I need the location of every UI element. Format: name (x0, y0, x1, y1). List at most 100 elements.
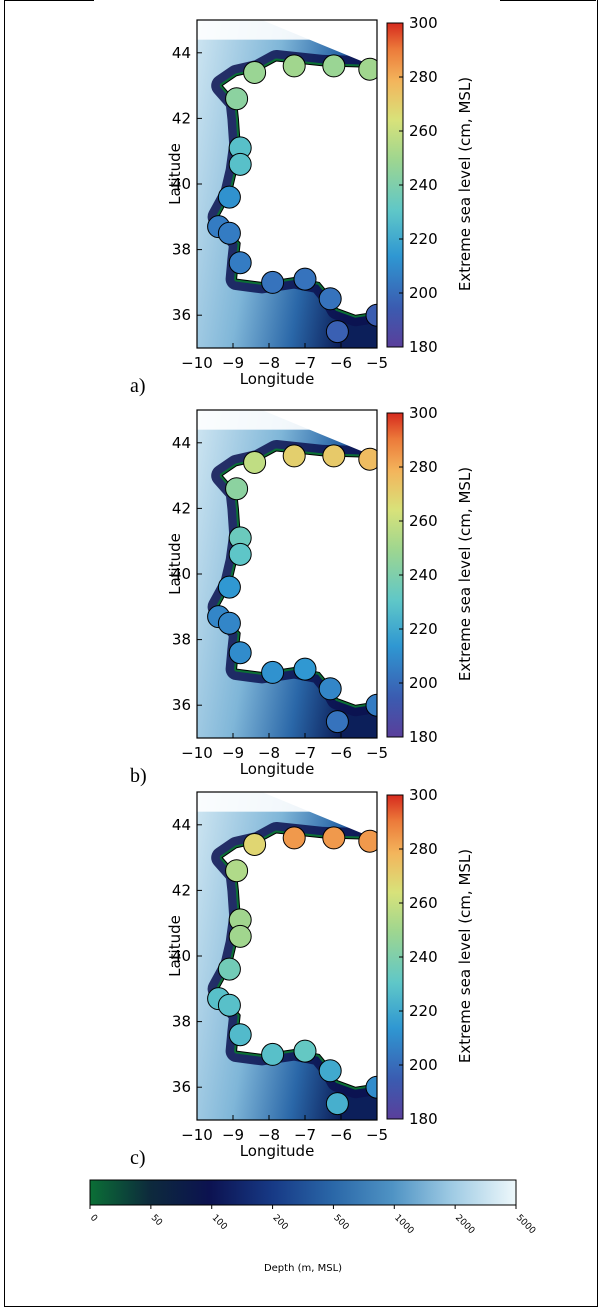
y-tick-label: 38 (172, 631, 191, 649)
x-tick-label: −6 (330, 354, 352, 372)
colorbar-tick-label: 220 (409, 620, 438, 638)
x-tick-label: −6 (330, 1126, 352, 1144)
station-marker (228, 542, 252, 566)
x-tick-label: −7 (294, 1126, 316, 1144)
station-marker (322, 444, 346, 468)
colorbar-tick-label: 200 (409, 284, 438, 302)
station-marker (228, 251, 252, 275)
colorbar-tick-label: 260 (409, 512, 438, 530)
colorbar-tick-label: 280 (409, 840, 438, 858)
y-axis-label: Latitude (166, 533, 184, 595)
colorbar-tick-label: 280 (409, 458, 438, 476)
y-tick-label: 40 (172, 947, 191, 965)
colorbar-tick-label: 240 (409, 948, 438, 966)
x-tick-label: −5 (366, 744, 388, 762)
colorbar-tick-label: 260 (409, 122, 438, 140)
y-tick-label: 40 (172, 175, 191, 193)
colorbar-tick-label: 220 (409, 1002, 438, 1020)
y-tick-label: 36 (172, 306, 191, 324)
depth-tick-label: 0 (88, 1213, 99, 1224)
station-marker (282, 54, 306, 78)
station-marker (293, 267, 317, 291)
station-marker (325, 1092, 349, 1116)
colorbar-label: Extreme sea level (cm, MSL) (456, 467, 474, 681)
y-tick-label: 40 (172, 565, 191, 583)
colorbar-label: Extreme sea level (cm, MSL) (456, 77, 474, 291)
colorbar-tick-label: 180 (409, 728, 438, 746)
station-marker (217, 993, 241, 1017)
station-marker (358, 829, 377, 853)
frame-top-edge-left (4, 0, 94, 1)
station-marker (318, 677, 342, 701)
x-tick-label: −6 (330, 744, 352, 762)
station-marker (282, 444, 306, 468)
station-marker (358, 447, 377, 471)
station-marker (243, 832, 267, 856)
station-marker (225, 87, 249, 111)
panel-letter: b) (130, 765, 147, 787)
colorbar-tick-label: 280 (409, 68, 438, 86)
depth-tick-label: 100 (210, 1213, 229, 1232)
station-marker (358, 57, 377, 81)
station-marker (293, 657, 317, 681)
land-north (197, 20, 377, 40)
colorbar-tick-label: 220 (409, 230, 438, 248)
colorbar-tick-label: 200 (409, 1056, 438, 1074)
depth-tick-label: 1000 (392, 1213, 415, 1236)
land-north (197, 792, 377, 812)
depth-map (197, 792, 377, 1120)
panel-3: −10 −9 −8 −7 −6 −5 Longitude 36 38 40 42 44 Latitude… (130, 786, 474, 1169)
station-marker (318, 287, 342, 311)
station-marker (322, 826, 346, 850)
x-tick-label: −9 (222, 1126, 244, 1144)
colorbar-tick-label: 300 (409, 14, 438, 32)
station-marker (225, 477, 249, 501)
station-marker (228, 924, 252, 948)
panel-letter: c) (130, 1147, 146, 1169)
station-marker (325, 710, 349, 734)
x-tick-label: −10 (181, 1126, 213, 1144)
station-marker (365, 303, 377, 327)
colorbar-tick-label: 240 (409, 566, 438, 584)
y-tick-label: 38 (172, 241, 191, 259)
land-north (197, 410, 377, 430)
depth-colorbar-label: Depth (m, MSL) (264, 1263, 342, 1274)
depth-tick-label: 50 (149, 1213, 164, 1228)
x-tick-label: −9 (222, 354, 244, 372)
colorbar-tick-label: 180 (409, 338, 438, 356)
land (218, 20, 377, 316)
x-tick-label: −7 (294, 744, 316, 762)
station-marker (365, 1075, 377, 1099)
station-marker (261, 1042, 285, 1066)
depth-colorbar: 0 50 100 200 500 1000 2000 5000 Depth (m, MSL) (88, 1179, 537, 1274)
depth-tick-label: 500 (331, 1213, 350, 1232)
land (218, 792, 377, 1088)
y-axis-label: Latitude (166, 915, 184, 977)
land (218, 410, 377, 706)
x-tick-label: −8 (258, 354, 280, 372)
x-tick-label: −8 (258, 1126, 280, 1144)
station-marker (282, 826, 306, 850)
panel-2: −10 −9 −8 −7 −6 −5 Longitude 36 38 40 42 44 Latitude… (130, 404, 474, 787)
x-axis-label: Longitude (240, 370, 315, 388)
y-tick-label: 42 (172, 881, 191, 899)
y-tick-label: 44 (172, 44, 191, 62)
x-axis-label: Longitude (240, 1142, 315, 1160)
x-tick-label: −5 (366, 354, 388, 372)
station-marker (228, 1023, 252, 1047)
station-marker (217, 957, 241, 981)
colorbar-tick-label: 300 (409, 786, 438, 804)
colorbar-tick-label: 300 (409, 404, 438, 422)
x-tick-label: −10 (181, 354, 213, 372)
station-marker (217, 575, 241, 599)
depth-map (197, 20, 377, 348)
station-marker (217, 185, 241, 209)
x-tick-label: −8 (258, 744, 280, 762)
y-tick-label: 44 (172, 434, 191, 452)
panel-letter: a) (130, 375, 146, 397)
frame-top-edge-right (500, 0, 596, 1)
figure-frame (4, 0, 598, 1307)
colorbar-tick-label: 240 (409, 176, 438, 194)
station-marker (318, 1059, 342, 1083)
